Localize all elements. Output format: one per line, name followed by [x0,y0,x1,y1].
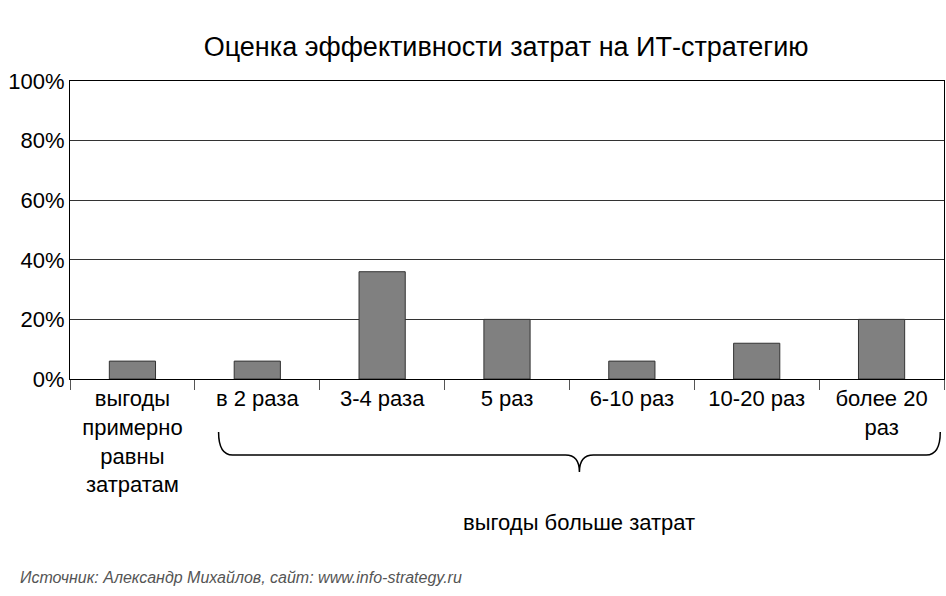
svg-text:в 2 раза: в 2 раза [216,386,299,411]
svg-text:3-4 раза: 3-4 раза [340,386,425,411]
svg-text:40%: 40% [21,247,65,272]
svg-text:Оценка эффективности затрат на: Оценка эффективности затрат на ИТ-страте… [204,32,809,62]
svg-text:6-10 раз: 6-10 раз [590,386,674,411]
svg-text:100%: 100% [8,69,64,94]
svg-text:5 раз: 5 раз [481,386,534,411]
svg-text:60%: 60% [21,188,65,213]
svg-text:20%: 20% [21,307,65,332]
svg-text:выгоды больше затрат: выгоды больше затрат [463,510,695,535]
svg-text:Источник: Александр Михайлов,: Источник: Александр Михайлов, сайт: www.… [20,569,462,586]
svg-text:10-20 раз: 10-20 раз [708,386,805,411]
svg-text:выгодыпримерноравнызатратам: выгодыпримерноравнызатратам [82,386,182,497]
svg-text:80%: 80% [21,128,65,153]
svg-text:0%: 0% [33,367,65,392]
svg-text:более 20раз: более 20раз [835,386,927,440]
